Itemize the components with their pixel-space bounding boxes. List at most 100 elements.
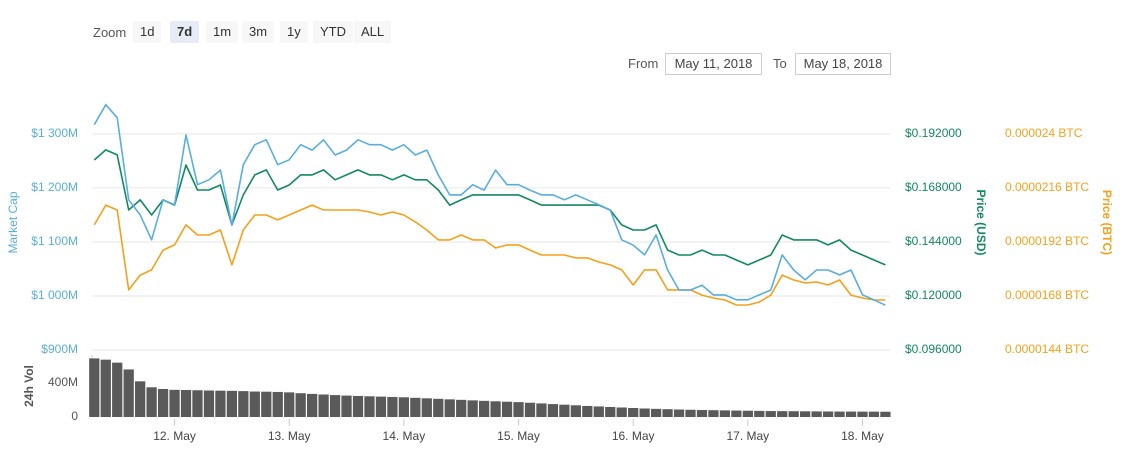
volume-bar xyxy=(536,403,547,417)
axis-title: Price (BTC) xyxy=(1100,190,1114,255)
volume-bar xyxy=(192,390,203,417)
axis-title: Market Cap xyxy=(6,191,20,253)
to-input[interactable]: May 18, 2018 xyxy=(795,53,891,75)
volume-bar xyxy=(180,389,192,417)
volume-bar xyxy=(421,398,432,417)
volume-bar xyxy=(650,408,662,417)
volume-bar xyxy=(834,411,845,417)
x-tick-label: 14. May xyxy=(383,429,426,443)
volume-bar xyxy=(570,405,581,417)
volume-bar xyxy=(490,401,501,417)
volume-bar xyxy=(777,411,788,417)
volume-bar xyxy=(226,390,238,417)
volume-bar xyxy=(880,411,891,417)
y-tick-label: $1 100M xyxy=(31,234,78,248)
volume-bar xyxy=(639,408,650,417)
volume-bar xyxy=(272,391,283,417)
zoom-button[interactable]: 3m xyxy=(242,21,275,43)
volume-bar xyxy=(788,411,799,417)
axis-title: 24h Vol xyxy=(22,365,36,407)
volume-bar xyxy=(410,397,421,417)
volume-bar xyxy=(238,391,249,417)
volume-bar xyxy=(800,411,811,417)
from-input[interactable]: May 11, 2018 xyxy=(665,53,762,75)
y-tick-label: $0.168000 xyxy=(905,180,962,194)
volume-bar xyxy=(605,406,616,417)
volume-bar xyxy=(616,407,627,417)
volume-bar xyxy=(582,405,593,417)
y-tick-label: $1 200M xyxy=(31,180,78,194)
volume-bar xyxy=(547,404,559,417)
volume-bar xyxy=(765,411,776,417)
volume-bar xyxy=(593,406,604,417)
volume-bar xyxy=(203,390,215,417)
zoom-label: Zoom xyxy=(93,25,127,40)
volume-bar xyxy=(811,411,822,417)
zoom-button[interactable]: 1y xyxy=(280,21,308,43)
y-tick-label: 0.0000168 BTC xyxy=(1005,288,1089,302)
volume-bar xyxy=(352,395,364,417)
y-tick-label: $1 000M xyxy=(31,288,78,302)
volume-bar xyxy=(501,401,513,417)
volume-bar xyxy=(696,410,708,417)
y-tick-label: $900M xyxy=(41,342,78,356)
volume-bar xyxy=(100,359,111,417)
volume-bar xyxy=(857,411,868,417)
axis-title: Price (USD) xyxy=(974,189,988,255)
volume-bar xyxy=(433,398,444,417)
volume-bar xyxy=(375,396,387,417)
y-tick-label: 0 xyxy=(71,409,78,423)
volume-bar xyxy=(628,407,639,417)
volume-bar xyxy=(719,410,731,417)
volume-bar xyxy=(559,404,570,417)
volume-bar xyxy=(685,409,696,417)
x-tick-label: 15. May xyxy=(497,429,540,443)
to-label: To xyxy=(773,56,787,71)
volume-bar xyxy=(456,399,467,417)
x-tick-label: 13. May xyxy=(268,429,311,443)
x-tick-label: 16. May xyxy=(612,429,655,443)
volume-bar xyxy=(731,410,742,417)
y-tick-label: $0.192000 xyxy=(905,126,962,140)
volume-bar xyxy=(524,402,536,417)
volume-bar xyxy=(364,396,375,417)
volume-bar xyxy=(822,411,834,417)
volume-bar xyxy=(341,395,352,417)
volume-bar xyxy=(513,402,524,417)
volume-bar xyxy=(318,394,329,417)
volume-bar xyxy=(868,411,880,417)
volume-bar xyxy=(146,387,157,417)
volume-bar xyxy=(329,395,341,417)
y-tick-label: $0.144000 xyxy=(905,234,962,248)
zoom-button[interactable]: ALL xyxy=(354,21,392,43)
x-tick-label: 18. May xyxy=(841,429,884,443)
y-tick-label: 400M xyxy=(48,375,78,389)
volume-bar xyxy=(478,400,490,417)
volume-bar xyxy=(673,409,685,417)
volume-bar xyxy=(157,388,169,417)
volume-bar xyxy=(845,411,857,417)
series-line xyxy=(93,204,886,306)
x-tick-label: 17. May xyxy=(726,429,769,443)
zoom-button[interactable]: 7d xyxy=(170,21,200,43)
y-tick-label: 0.0000216 BTC xyxy=(1005,180,1089,194)
zoom-button[interactable]: 1m xyxy=(206,21,239,43)
y-tick-label: 0.0000144 BTC xyxy=(1005,342,1089,356)
volume-bar xyxy=(112,362,123,417)
volume-bar xyxy=(754,410,765,417)
volume-bar xyxy=(295,393,306,417)
volume-bar xyxy=(708,410,719,417)
zoom-button[interactable]: 1d xyxy=(133,21,162,43)
volume-bar xyxy=(169,389,180,417)
volume-bar xyxy=(307,393,318,417)
volume-bar xyxy=(261,391,272,417)
volume-bar xyxy=(249,391,260,417)
volume-bar xyxy=(398,397,409,417)
volume-bar xyxy=(742,410,753,417)
volume-bar xyxy=(135,381,146,417)
zoom-button[interactable]: YTD xyxy=(313,21,353,43)
series-line xyxy=(93,149,886,266)
y-tick-label: 0.000024 BTC xyxy=(1005,126,1083,140)
